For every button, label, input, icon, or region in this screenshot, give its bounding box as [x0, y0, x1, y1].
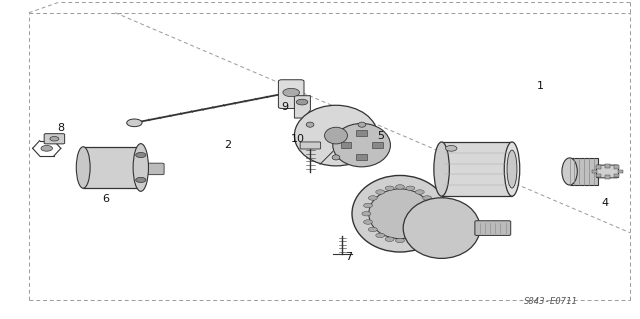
Circle shape: [127, 119, 142, 127]
Circle shape: [422, 227, 431, 232]
Circle shape: [364, 220, 372, 224]
FancyBboxPatch shape: [83, 147, 141, 188]
FancyBboxPatch shape: [614, 166, 619, 169]
Circle shape: [296, 99, 308, 105]
Circle shape: [406, 186, 415, 190]
Circle shape: [415, 190, 424, 194]
FancyBboxPatch shape: [475, 221, 511, 235]
Circle shape: [396, 238, 404, 243]
Ellipse shape: [133, 144, 148, 191]
FancyBboxPatch shape: [614, 174, 619, 177]
Text: 8: 8: [57, 122, 65, 133]
Text: 7: 7: [345, 252, 353, 262]
Ellipse shape: [294, 105, 378, 166]
Circle shape: [369, 196, 378, 200]
Circle shape: [429, 211, 438, 216]
Circle shape: [364, 203, 372, 208]
Circle shape: [310, 111, 320, 116]
Circle shape: [385, 186, 394, 190]
Circle shape: [376, 233, 385, 238]
Ellipse shape: [403, 198, 480, 258]
FancyBboxPatch shape: [278, 80, 304, 108]
Circle shape: [50, 137, 59, 141]
Circle shape: [396, 185, 404, 189]
FancyBboxPatch shape: [605, 175, 610, 179]
Circle shape: [376, 190, 385, 194]
FancyBboxPatch shape: [340, 142, 351, 148]
FancyBboxPatch shape: [596, 166, 601, 169]
FancyBboxPatch shape: [570, 158, 598, 185]
Ellipse shape: [352, 175, 448, 252]
Circle shape: [415, 233, 424, 238]
FancyBboxPatch shape: [356, 154, 367, 160]
Ellipse shape: [504, 142, 520, 196]
FancyBboxPatch shape: [618, 170, 623, 174]
FancyBboxPatch shape: [144, 163, 164, 175]
Text: 2: 2: [223, 140, 231, 150]
Circle shape: [362, 211, 371, 216]
FancyBboxPatch shape: [605, 164, 610, 168]
Ellipse shape: [369, 189, 431, 239]
Ellipse shape: [507, 150, 517, 188]
Circle shape: [406, 237, 415, 241]
Text: 3: 3: [435, 242, 442, 252]
Circle shape: [428, 220, 436, 224]
FancyBboxPatch shape: [596, 174, 601, 177]
Text: 6: 6: [102, 194, 109, 204]
Text: 10: 10: [291, 134, 305, 144]
Circle shape: [283, 88, 300, 97]
Ellipse shape: [434, 142, 449, 196]
Ellipse shape: [332, 155, 340, 160]
Circle shape: [369, 227, 378, 232]
FancyBboxPatch shape: [442, 142, 512, 196]
Circle shape: [422, 196, 431, 200]
Ellipse shape: [358, 122, 366, 127]
Text: 5: 5: [378, 130, 384, 141]
Ellipse shape: [333, 123, 390, 167]
Text: 9: 9: [281, 102, 289, 112]
FancyBboxPatch shape: [300, 142, 321, 149]
Circle shape: [136, 152, 146, 158]
Circle shape: [385, 237, 394, 241]
Ellipse shape: [324, 127, 348, 144]
FancyBboxPatch shape: [372, 142, 383, 148]
FancyBboxPatch shape: [44, 134, 65, 144]
Circle shape: [136, 177, 146, 182]
Circle shape: [428, 203, 436, 208]
Text: 4: 4: [601, 197, 609, 208]
Text: 1: 1: [538, 81, 544, 91]
Circle shape: [41, 145, 52, 151]
Circle shape: [445, 145, 457, 151]
FancyBboxPatch shape: [596, 165, 619, 178]
Polygon shape: [294, 96, 310, 118]
Ellipse shape: [306, 122, 314, 127]
FancyBboxPatch shape: [592, 170, 597, 174]
Text: S843-E0711: S843-E0711: [524, 297, 577, 306]
Ellipse shape: [76, 147, 90, 188]
Ellipse shape: [562, 158, 577, 185]
FancyBboxPatch shape: [356, 130, 367, 137]
